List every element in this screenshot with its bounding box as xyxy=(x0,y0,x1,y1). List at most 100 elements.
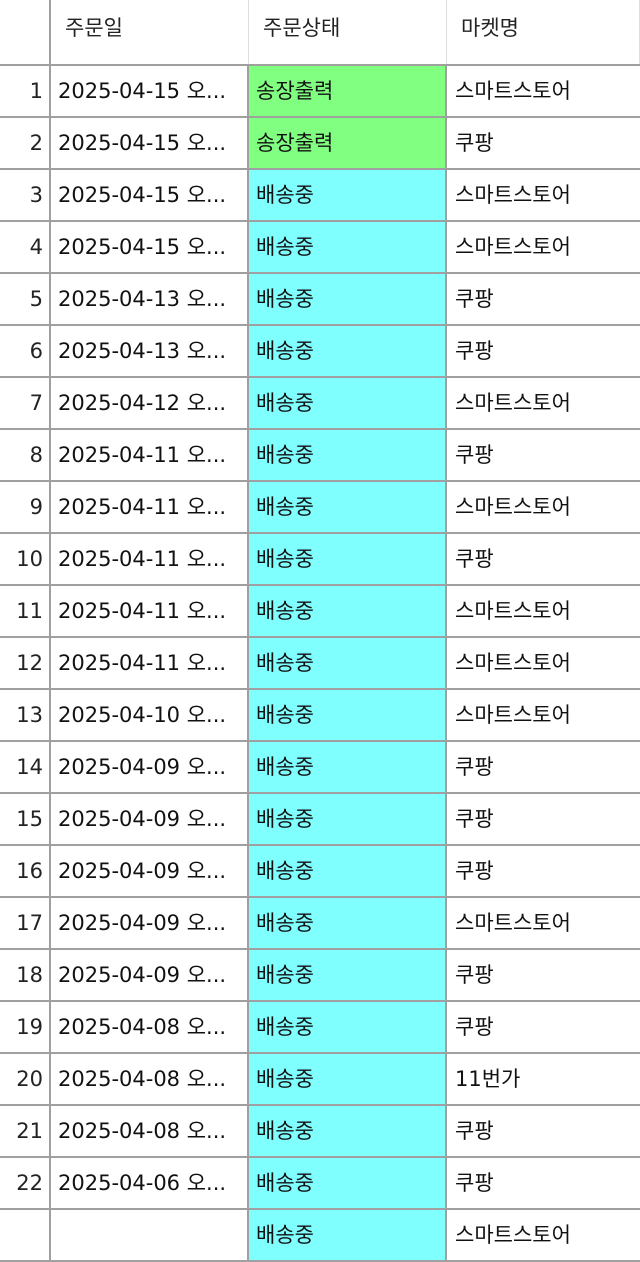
cell-order-date[interactable]: 2025-04-15 오... xyxy=(51,170,249,220)
cell-market-name[interactable]: 스마트스토어 xyxy=(455,79,571,103)
table-row[interactable]: 20 2025-04-08 오... 배송중 11번가 xyxy=(0,1054,640,1106)
row-number[interactable]: 9 xyxy=(0,482,51,532)
table-row[interactable]: 13 2025-04-10 오... 배송중 스마트스토어 xyxy=(0,690,640,742)
row-number[interactable]: 14 xyxy=(0,742,51,792)
row-number[interactable]: 3 xyxy=(0,170,51,220)
table-row[interactable]: 11 2025-04-11 오... 배송중 스마트스토어 xyxy=(0,586,640,638)
cell-order-status[interactable]: 배송중 xyxy=(249,794,447,844)
cell-order-status[interactable]: 배송중 xyxy=(249,326,447,376)
table-row[interactable]: 15 2025-04-09 오... 배송중 쿠팡 xyxy=(0,794,640,846)
cell-order-status[interactable]: 배송중 xyxy=(249,586,447,636)
row-number[interactable]: 17 xyxy=(0,898,51,948)
cell-market-name[interactable]: 쿠팡 xyxy=(455,1015,494,1039)
cell-market-name[interactable]: 11번가 xyxy=(455,1067,521,1091)
cell-order-date[interactable]: 2025-04-09 오... xyxy=(51,742,249,792)
table-row[interactable]: 6 2025-04-13 오... 배송중 쿠팡 xyxy=(0,326,640,378)
row-number[interactable]: 5 xyxy=(0,274,51,324)
cell-order-date[interactable]: 2025-04-08 오... xyxy=(51,1054,249,1104)
cell-order-date[interactable]: 2025-04-12 오... xyxy=(51,378,249,428)
table-row[interactable]: 4 2025-04-15 오... 배송중 스마트스토어 xyxy=(0,222,640,274)
cell-order-status[interactable]: 배송중 xyxy=(249,742,447,792)
cell-order-status[interactable]: 배송중 xyxy=(249,1210,447,1260)
table-row[interactable]: 19 2025-04-08 오... 배송중 쿠팡 xyxy=(0,1002,640,1054)
cell-market-name[interactable]: 쿠팡 xyxy=(455,963,494,987)
row-number[interactable]: 2 xyxy=(0,118,51,168)
row-number[interactable]: 11 xyxy=(0,586,51,636)
cell-order-date[interactable]: 2025-04-11 오... xyxy=(51,586,249,636)
cell-market-name[interactable]: 스마트스토어 xyxy=(455,599,571,623)
cell-market-name[interactable]: 쿠팡 xyxy=(455,287,494,311)
row-number[interactable]: 4 xyxy=(0,222,51,272)
row-number[interactable]: 20 xyxy=(0,1054,51,1104)
cell-market-name[interactable]: 스마트스토어 xyxy=(455,495,571,519)
cell-order-status[interactable]: 배송중 xyxy=(249,482,447,532)
cell-market-name[interactable]: 쿠팡 xyxy=(455,859,494,883)
cell-market-name[interactable]: 쿠팡 xyxy=(455,807,494,831)
table-row[interactable]: 12 2025-04-11 오... 배송중 스마트스토어 xyxy=(0,638,640,690)
table-row[interactable]: 22 2025-04-06 오... 배송중 쿠팡 xyxy=(0,1158,640,1210)
cell-market-name[interactable]: 스마트스토어 xyxy=(455,651,571,675)
cell-order-status[interactable]: 배송중 xyxy=(249,170,447,220)
cell-market-name[interactable]: 스마트스토어 xyxy=(455,235,571,259)
cell-market-name[interactable]: 쿠팡 xyxy=(455,1171,494,1195)
cell-market-name[interactable]: 쿠팡 xyxy=(455,339,494,363)
cell-order-status[interactable]: 배송중 xyxy=(249,638,447,688)
cell-market-name[interactable]: 쿠팡 xyxy=(455,443,494,467)
cell-market-name[interactable]: 스마트스토어 xyxy=(455,1223,571,1247)
table-row[interactable]: 16 2025-04-09 오... 배송중 쿠팡 xyxy=(0,846,640,898)
cell-order-date[interactable]: 2025-04-15 오... xyxy=(51,118,249,168)
cell-order-date[interactable]: 2025-04-11 오... xyxy=(51,534,249,584)
cell-order-date[interactable]: 2025-04-09 오... xyxy=(51,846,249,896)
table-row[interactable]: 2 2025-04-15 오... 송장출력 쿠팡 xyxy=(0,118,640,170)
row-number[interactable]: 10 xyxy=(0,534,51,584)
cell-order-status[interactable]: 배송중 xyxy=(249,1158,447,1208)
table-row[interactable]: 3 2025-04-15 오... 배송중 스마트스토어 xyxy=(0,170,640,222)
column-header-order-status[interactable]: 주문상태 xyxy=(249,0,447,64)
cell-order-date[interactable]: 2025-04-09 오... xyxy=(51,898,249,948)
cell-order-date[interactable]: 2025-04-09 오... xyxy=(51,950,249,1000)
cell-market-name[interactable]: 쿠팡 xyxy=(455,755,494,779)
row-number[interactable]: 21 xyxy=(0,1106,51,1156)
cell-order-date[interactable]: 2025-04-13 오... xyxy=(51,326,249,376)
cell-order-status[interactable]: 배송중 xyxy=(249,430,447,480)
cell-order-status[interactable]: 배송중 xyxy=(249,1106,447,1156)
cell-market-name[interactable]: 스마트스토어 xyxy=(455,911,571,935)
table-row[interactable]: 17 2025-04-09 오... 배송중 스마트스토어 xyxy=(0,898,640,950)
cell-order-status[interactable]: 배송중 xyxy=(249,950,447,1000)
cell-order-status[interactable]: 배송중 xyxy=(249,898,447,948)
table-row[interactable]: 9 2025-04-11 오... 배송중 스마트스토어 xyxy=(0,482,640,534)
row-number[interactable]: 12 xyxy=(0,638,51,688)
cell-order-status[interactable]: 배송중 xyxy=(249,378,447,428)
cell-market-name[interactable]: 쿠팡 xyxy=(455,131,494,155)
row-number[interactable]: 19 xyxy=(0,1002,51,1052)
row-number[interactable]: 8 xyxy=(0,430,51,480)
cell-order-date[interactable]: 2025-04-06 오... xyxy=(51,1158,249,1208)
cell-order-status[interactable]: 송장출력 xyxy=(249,118,447,168)
cell-order-date[interactable]: 2025-04-15 오... xyxy=(51,66,249,116)
table-row[interactable]: 8 2025-04-11 오... 배송중 쿠팡 xyxy=(0,430,640,482)
cell-order-status[interactable]: 배송중 xyxy=(249,846,447,896)
cell-market-name[interactable]: 스마트스토어 xyxy=(455,391,571,415)
cell-order-date[interactable]: 2025-04-11 오... xyxy=(51,638,249,688)
cell-market-name[interactable]: 쿠팡 xyxy=(455,547,494,571)
table-row[interactable]: 배송중 스마트스토어 xyxy=(0,1210,640,1262)
cell-order-date[interactable]: 2025-04-08 오... xyxy=(51,1002,249,1052)
cell-market-name[interactable]: 스마트스토어 xyxy=(455,183,571,207)
table-row[interactable]: 14 2025-04-09 오... 배송중 쿠팡 xyxy=(0,742,640,794)
row-number[interactable]: 6 xyxy=(0,326,51,376)
row-number[interactable]: 1 xyxy=(0,66,51,116)
row-number[interactable]: 16 xyxy=(0,846,51,896)
table-row[interactable]: 18 2025-04-09 오... 배송중 쿠팡 xyxy=(0,950,640,1002)
row-number[interactable]: 22 xyxy=(0,1158,51,1208)
cell-order-status[interactable]: 배송중 xyxy=(249,274,447,324)
cell-order-status[interactable]: 배송중 xyxy=(249,1054,447,1104)
column-header-market-name[interactable]: 마켓명 xyxy=(447,0,640,64)
cell-order-date[interactable]: 2025-04-11 오... xyxy=(51,482,249,532)
row-number[interactable]: 15 xyxy=(0,794,51,844)
cell-order-date[interactable]: 2025-04-10 오... xyxy=(51,690,249,740)
cell-market-name[interactable]: 스마트스토어 xyxy=(455,703,571,727)
cell-order-status[interactable]: 배송중 xyxy=(249,1002,447,1052)
row-number[interactable] xyxy=(0,1210,51,1260)
table-row[interactable]: 7 2025-04-12 오... 배송중 스마트스토어 xyxy=(0,378,640,430)
table-row[interactable]: 10 2025-04-11 오... 배송중 쿠팡 xyxy=(0,534,640,586)
